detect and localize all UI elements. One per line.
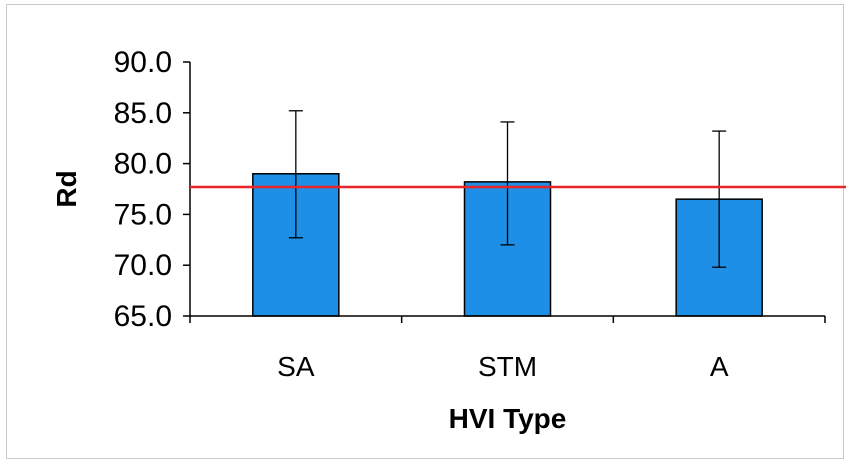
x-tick-label: STM: [478, 351, 537, 382]
y-tick-label: 90.0: [114, 46, 172, 79]
axes-layer: [189, 62, 825, 317]
x-tick-label: SA: [277, 351, 315, 382]
x-axis-title: HVI Type: [449, 403, 567, 434]
y-ticks: 65.0 70.0 75.0 80.0 85.0 90.0: [114, 46, 190, 333]
y-tick-label: 70.0: [114, 249, 172, 282]
error-bars-layer: [288, 110, 727, 268]
y-tick-label: 80.0: [114, 148, 172, 181]
x-tick-label: A: [710, 351, 729, 382]
x-ticks: SA STM A: [189, 316, 826, 382]
y-tick-label: 65.0: [114, 300, 172, 333]
y-tick-label: 85.0: [114, 97, 172, 130]
y-tick-label: 75.0: [114, 198, 172, 231]
y-axis-title: Rd: [51, 170, 82, 207]
